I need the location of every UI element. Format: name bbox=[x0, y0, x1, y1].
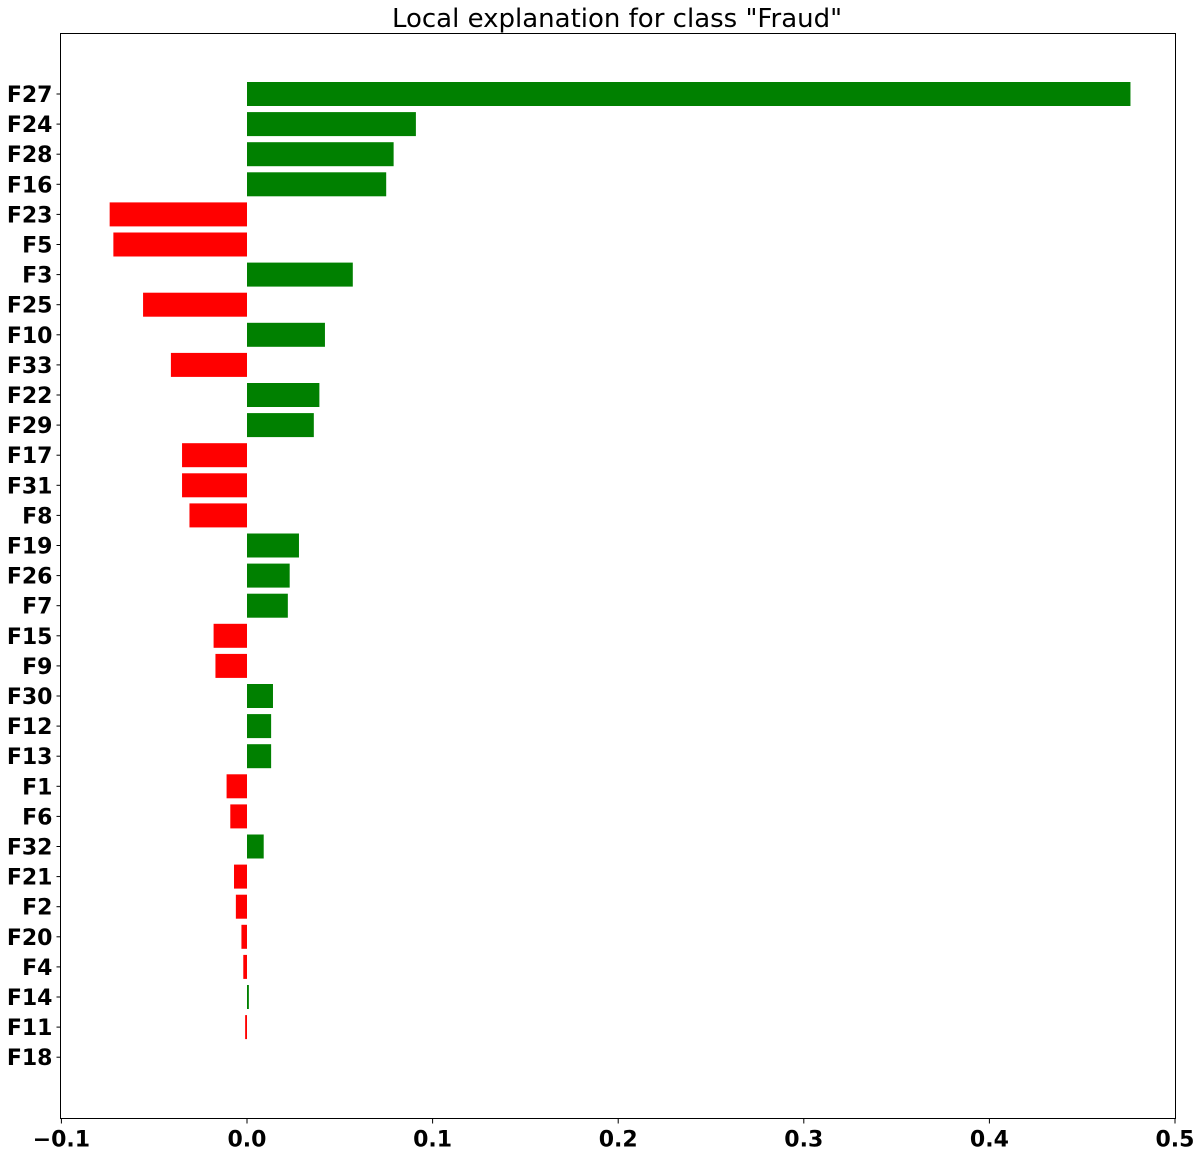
bar-f23 bbox=[109, 202, 247, 227]
y-tick-label-f10: F10 bbox=[7, 324, 53, 349]
bar-f19 bbox=[247, 533, 299, 558]
bar-f12 bbox=[247, 714, 272, 739]
y-tick-label-f28: F28 bbox=[7, 143, 53, 168]
x-axis-ticks: −0.1 0.0 0.1 0.2 0.3 0.4 0.5 bbox=[33, 1118, 1194, 1153]
y-tick-label-f12: F12 bbox=[7, 715, 53, 740]
bar-f14 bbox=[247, 985, 249, 1009]
y-tick-label-f31: F31 bbox=[7, 474, 53, 499]
y-tick-label-f4: F4 bbox=[22, 956, 52, 981]
y-tick-label-f2: F2 bbox=[22, 896, 52, 921]
bar-f7 bbox=[247, 593, 288, 618]
y-tick-label-f15: F15 bbox=[7, 625, 53, 650]
bar-f29 bbox=[247, 413, 314, 438]
bar-f25 bbox=[143, 292, 247, 317]
y-tick-label-f20: F20 bbox=[7, 926, 53, 951]
y-tick-label-f7: F7 bbox=[22, 595, 52, 620]
bar-f17 bbox=[182, 443, 247, 468]
x-tick-label: 0.3 bbox=[784, 1128, 823, 1153]
bars-group bbox=[109, 82, 1131, 1040]
bar-f32 bbox=[247, 834, 264, 859]
y-tick-label-f32: F32 bbox=[7, 836, 53, 861]
bar-f2 bbox=[235, 894, 247, 919]
bar-f22 bbox=[247, 383, 320, 407]
bar-f8 bbox=[189, 503, 247, 528]
chart-title: Local explanation for class "Fraud" bbox=[392, 4, 842, 34]
y-axis-ticks: F27 F24 F28 F16 F23 F5 F3 F25 F10 F33 F22 F29 F17 F31… bbox=[7, 83, 61, 1071]
bar-f21 bbox=[234, 864, 247, 889]
bar-f16 bbox=[247, 172, 387, 197]
y-tick-label-f11: F11 bbox=[7, 1016, 53, 1041]
bar-f24 bbox=[247, 112, 416, 137]
y-tick-label-f18: F18 bbox=[7, 1046, 53, 1071]
y-tick-label-f23: F23 bbox=[7, 203, 53, 228]
y-tick-label-f25: F25 bbox=[7, 294, 53, 319]
y-tick-label-f3: F3 bbox=[22, 264, 52, 289]
bar-f10 bbox=[247, 322, 325, 347]
y-tick-label-f16: F16 bbox=[7, 173, 53, 198]
bar-f33 bbox=[170, 352, 247, 377]
bar-f9 bbox=[215, 653, 247, 678]
bar-f26 bbox=[247, 563, 290, 588]
y-tick-label-f19: F19 bbox=[7, 535, 53, 560]
x-tick-label: 0.0 bbox=[228, 1128, 267, 1153]
y-tick-label-f21: F21 bbox=[7, 866, 53, 891]
bar-f11 bbox=[245, 1015, 247, 1040]
bar-f5 bbox=[113, 232, 247, 257]
y-tick-label-f6: F6 bbox=[22, 805, 52, 830]
x-tick-label: −0.1 bbox=[33, 1128, 90, 1153]
y-tick-label-f13: F13 bbox=[7, 745, 53, 770]
bar-f4 bbox=[243, 954, 247, 979]
bar-f1 bbox=[226, 774, 247, 799]
bar-f28 bbox=[247, 142, 394, 167]
y-tick-label-f22: F22 bbox=[7, 384, 53, 409]
y-tick-label-f5: F5 bbox=[22, 234, 52, 259]
plot-area bbox=[60, 33, 1176, 1119]
bar-f27 bbox=[247, 82, 1131, 106]
bar-f30 bbox=[247, 684, 273, 708]
x-tick-label: 0.1 bbox=[413, 1128, 452, 1153]
y-tick-label-f29: F29 bbox=[7, 414, 53, 439]
y-tick-label-f9: F9 bbox=[22, 655, 52, 680]
y-tick-label-f27: F27 bbox=[7, 83, 53, 108]
y-tick-label-f33: F33 bbox=[7, 354, 53, 379]
x-tick-label: 0.2 bbox=[599, 1128, 638, 1153]
y-tick-label-f1: F1 bbox=[22, 775, 52, 800]
y-tick-label-f26: F26 bbox=[7, 565, 53, 590]
y-tick-label-f17: F17 bbox=[7, 444, 53, 469]
bar-f15 bbox=[213, 623, 247, 648]
y-tick-label-f24: F24 bbox=[7, 113, 53, 138]
x-tick-label: 0.4 bbox=[970, 1128, 1009, 1153]
y-tick-label-f8: F8 bbox=[22, 504, 52, 529]
x-tick-label: 0.5 bbox=[1156, 1128, 1194, 1153]
bar-f6 bbox=[230, 804, 247, 829]
bar-f31 bbox=[182, 473, 247, 498]
bar-f20 bbox=[241, 924, 247, 949]
y-tick-label-f14: F14 bbox=[7, 986, 53, 1011]
bar-f3 bbox=[247, 262, 353, 287]
bar-f13 bbox=[247, 744, 272, 769]
y-tick-label-f30: F30 bbox=[7, 685, 53, 710]
